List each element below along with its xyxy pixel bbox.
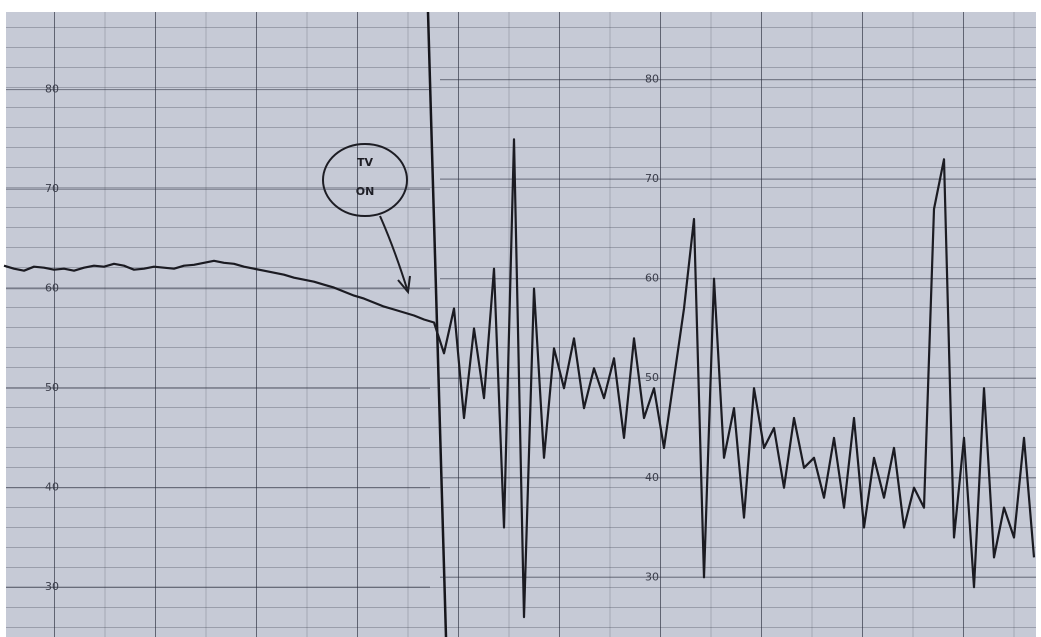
- y2-tick-label: 60: [645, 272, 659, 285]
- annotation-circle: [322, 143, 408, 217]
- y2-tick-label: 70: [645, 172, 659, 185]
- marker-line: [426, 11, 448, 637]
- y-tick-label: 50: [45, 381, 59, 394]
- y-tick-label: 40: [45, 481, 59, 494]
- y2-tick-label: 50: [645, 371, 659, 384]
- y2-tick-label: 80: [645, 73, 659, 86]
- chart-paper: [6, 12, 1036, 637]
- y-tick-label: 30: [45, 580, 59, 593]
- y-tick-label: 80: [45, 83, 59, 96]
- annotation-arrow: [379, 215, 411, 295]
- y2-tick-label: 30: [645, 570, 659, 583]
- annotation: ON: [356, 185, 375, 198]
- data-line: [3, 138, 1036, 619]
- annotation: TV: [357, 156, 374, 169]
- y2-tick-label: 40: [645, 471, 659, 484]
- y-tick-label: 70: [45, 182, 59, 195]
- y-tick-label: 60: [45, 282, 59, 295]
